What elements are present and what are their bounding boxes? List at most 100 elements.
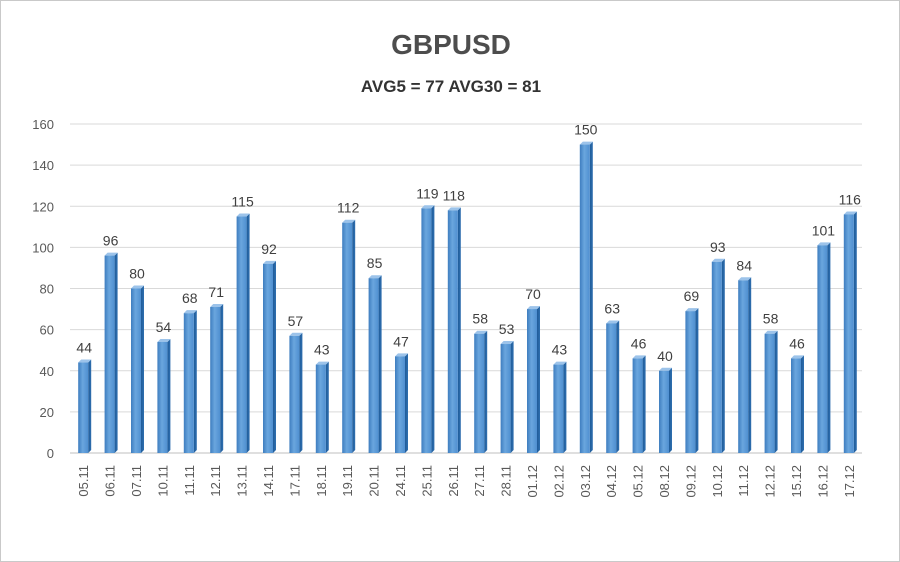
bar-top xyxy=(421,205,435,209)
bar-side xyxy=(114,252,118,453)
bar-top xyxy=(711,258,725,262)
bar-17.11 xyxy=(289,332,303,453)
bar-24.11 xyxy=(395,353,408,453)
bar-12.11 xyxy=(210,304,224,453)
bar-side xyxy=(801,355,804,453)
bar-16.12 xyxy=(817,242,831,453)
bar-18.11 xyxy=(315,361,329,453)
bar-front xyxy=(210,307,221,453)
bar-top xyxy=(817,242,831,246)
bar-15.12 xyxy=(791,355,804,453)
x-tick-label: 15.12 xyxy=(789,465,804,498)
data-label: 54 xyxy=(156,319,172,335)
bar-side xyxy=(510,341,514,453)
bar-side xyxy=(774,330,778,453)
bar-side xyxy=(193,310,197,453)
bar-front xyxy=(791,358,801,453)
x-axis: 05.11 06.11 07.11 10.11 11.11 12.11 13.11 14.11… xyxy=(76,465,857,498)
data-label: 101 xyxy=(812,222,836,238)
y-tick-label: 80 xyxy=(40,282,54,297)
bar-17.12 xyxy=(843,211,857,453)
data-label: 68 xyxy=(182,290,198,306)
bar-26.11 xyxy=(447,207,461,453)
bar-top xyxy=(474,330,488,334)
bar-side xyxy=(246,213,250,453)
x-tick-label: 04.12 xyxy=(604,465,619,498)
bar-28.11 xyxy=(500,341,514,453)
data-label: 43 xyxy=(552,342,568,358)
bar-side xyxy=(405,353,408,453)
bar-front xyxy=(632,358,643,453)
data-label: 53 xyxy=(499,321,515,337)
bar-01.12 xyxy=(527,306,540,453)
bar-27.11 xyxy=(474,330,488,453)
x-tick-label: 24.11 xyxy=(393,465,408,497)
x-tick-label: 06.11 xyxy=(103,465,118,497)
bar-top xyxy=(843,211,857,215)
bar-top xyxy=(236,213,250,217)
chart-subtitle: AVG5 = 77 AVG30 = 81 xyxy=(360,77,542,96)
bar-05.12 xyxy=(632,355,646,453)
bar-10.11 xyxy=(157,338,171,453)
y-axis: 0 20 40 60 80 100 120 140 160 xyxy=(32,117,54,461)
bar-front xyxy=(553,364,564,453)
bar-top xyxy=(738,277,752,281)
x-tick-label: 01.12 xyxy=(525,465,540,498)
y-tick-label: 0 xyxy=(47,446,54,461)
x-tick-label: 14.11 xyxy=(261,465,276,497)
y-tick-label: 120 xyxy=(32,199,54,214)
bar-03.12 xyxy=(579,141,593,453)
bar-front xyxy=(659,370,669,453)
bar-top xyxy=(791,355,804,359)
x-tick-label: 13.11 xyxy=(235,465,250,497)
bar-front xyxy=(236,216,247,453)
x-tick-label: 12.11 xyxy=(208,465,223,497)
data-label: 46 xyxy=(631,335,647,351)
data-label: 119 xyxy=(416,185,439,201)
bar-top xyxy=(157,338,171,342)
bars xyxy=(78,141,857,453)
bar-side xyxy=(167,338,171,453)
bar-side xyxy=(141,285,144,453)
bar-front xyxy=(474,333,485,453)
x-tick-label: 03.12 xyxy=(578,465,593,498)
bar-front xyxy=(78,362,89,453)
bar-side xyxy=(273,260,276,453)
x-tick-label: 02.12 xyxy=(551,465,566,498)
x-tick-label: 17.12 xyxy=(842,465,857,498)
bar-front xyxy=(711,261,722,453)
bar-top xyxy=(395,353,408,357)
bar-side xyxy=(563,361,567,453)
bar-side xyxy=(220,304,224,453)
data-label: 46 xyxy=(789,335,805,351)
bar-front xyxy=(738,280,749,453)
data-label: 84 xyxy=(736,257,752,273)
bar-side xyxy=(748,277,752,453)
bar-front xyxy=(342,222,353,453)
bar-top xyxy=(289,332,303,336)
bar-side xyxy=(88,359,92,453)
data-label: 85 xyxy=(367,255,383,271)
x-tick-label: 09.12 xyxy=(683,465,698,498)
bar-top xyxy=(263,260,276,264)
bar-side xyxy=(457,207,461,453)
bar-front xyxy=(500,344,511,453)
x-tick-label: 16.12 xyxy=(815,465,830,498)
bar-top xyxy=(210,304,224,308)
bar-side xyxy=(853,211,857,453)
bar-top xyxy=(527,306,540,310)
bar-front xyxy=(183,313,194,453)
data-label: 92 xyxy=(261,241,277,257)
data-label: 44 xyxy=(76,340,92,356)
bar-front xyxy=(527,309,537,453)
bar-side xyxy=(378,275,382,453)
x-tick-label: 18.11 xyxy=(314,465,329,497)
x-tick-label: 17.11 xyxy=(287,465,302,497)
bar-08.12 xyxy=(659,367,672,453)
y-tick-label: 140 xyxy=(32,158,54,173)
x-tick-label: 25.11 xyxy=(419,465,434,497)
bar-front xyxy=(579,144,590,453)
data-label: 43 xyxy=(314,342,330,358)
bar-11.11 xyxy=(183,310,197,453)
data-label: 70 xyxy=(525,286,541,302)
